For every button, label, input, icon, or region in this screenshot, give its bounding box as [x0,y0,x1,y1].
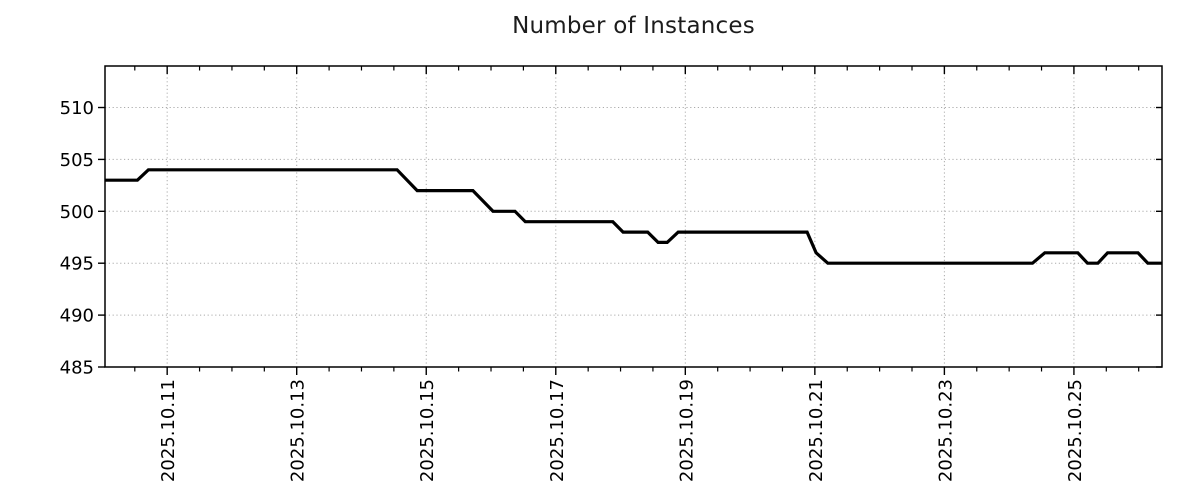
x-tick-label: 2025.10.17 [547,379,568,482]
y-tick-label: 505 [60,150,94,171]
x-tick-label: 2025.10.15 [417,379,438,482]
y-tick-label: 495 [60,254,94,275]
x-tick-label: 2025.10.19 [676,379,697,482]
y-tick-label: 490 [60,306,94,327]
y-tick-label: 500 [60,202,94,223]
chart-title: Number of Instances [512,13,755,39]
x-tick-label: 2025.10.21 [806,379,827,482]
x-tick-label: 2025.10.25 [1065,379,1086,482]
x-tick-label: 2025.10.23 [935,379,956,482]
plot-border [104,65,1163,368]
x-tick-label: 2025.10.11 [158,379,179,482]
y-tick-label: 485 [60,358,94,379]
series-line-number-of-instances [105,168,1162,265]
x-tick-label: 2025.10.13 [288,379,309,482]
y-tick-label: 510 [60,98,94,119]
